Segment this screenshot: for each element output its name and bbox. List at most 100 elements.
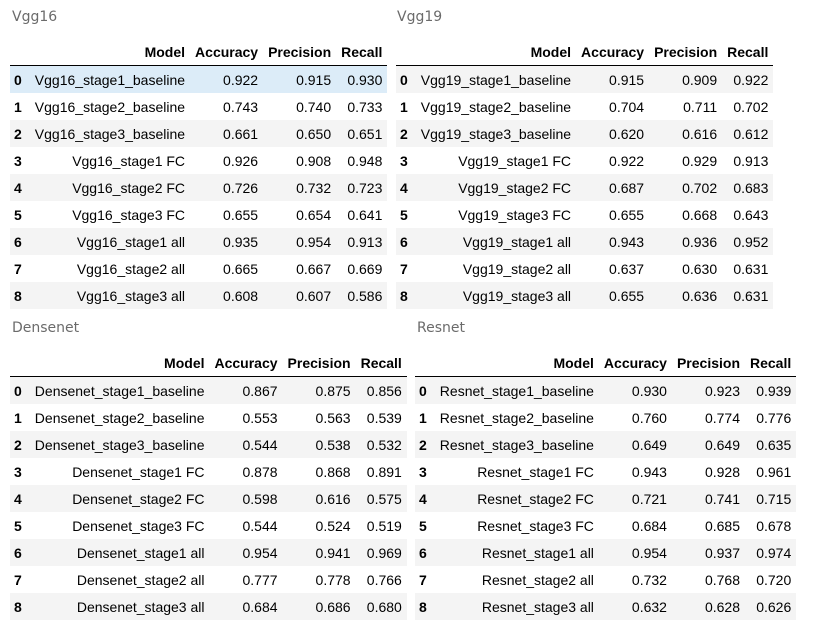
results-table-densenet: Model Accuracy Precision Recall 0 Densene… — [10, 350, 407, 620]
cell-recall: 0.891 — [366, 463, 402, 480]
cell-precision: 0.778 — [315, 571, 351, 588]
cell-accuracy: 0.544 — [242, 517, 278, 534]
cell-recall: 0.626 — [756, 598, 792, 615]
table-row: 5 Densenet_stage3 FC 0.544 0.524 0.519 — [10, 512, 407, 539]
cell-precision: 0.702 — [682, 179, 718, 196]
row-index: 8 — [419, 598, 427, 615]
row-index: 7 — [14, 571, 22, 588]
cell-recall: 0.631 — [733, 287, 769, 304]
cell-model: Resnet_stage3 all — [481, 598, 594, 615]
cell-model: Resnet_stage1 all — [481, 544, 594, 561]
row-index: 4 — [419, 490, 427, 507]
index-header — [10, 350, 30, 377]
cell-model: Vgg19_stage1_baseline — [420, 71, 572, 88]
cell-recall: 0.939 — [756, 382, 792, 399]
cell-model: Vgg16_stage2_baseline — [34, 98, 186, 115]
cell-model: Resnet_stage1 FC — [477, 463, 594, 480]
table-row: 3 Densenet_stage1 FC 0.878 0.868 0.891 — [10, 458, 407, 485]
table-row: 8 Densenet_stage3 all 0.684 0.686 0.680 — [10, 593, 407, 620]
results-table-vgg19: Model Accuracy Precision Recall 0 Vgg19_s… — [396, 39, 774, 309]
column-header-accuracy: Accuracy — [190, 39, 264, 66]
cell-recall: 0.913 — [347, 233, 383, 250]
cell-precision: 0.524 — [315, 517, 351, 534]
row-index: 0 — [14, 382, 22, 399]
column-header-model: Model — [29, 350, 210, 377]
cell-accuracy: 0.915 — [609, 71, 645, 88]
cell-model: Densenet_stage3 FC — [72, 517, 205, 534]
cell-precision: 0.908 — [296, 152, 332, 169]
cell-recall: 0.635 — [756, 436, 792, 453]
cell-model: Vgg16_stage2 FC — [72, 179, 186, 196]
column-header-recall: Recall — [722, 39, 774, 66]
cell-precision: 0.616 — [682, 125, 718, 142]
cell-recall: 0.974 — [756, 544, 792, 561]
table-row: 7 Resnet_stage2 all 0.732 0.768 0.720 — [415, 566, 797, 593]
row-index: 3 — [400, 152, 408, 169]
row-index: 2 — [419, 436, 427, 453]
column-header-precision: Precision — [649, 39, 723, 66]
cell-recall: 0.532 — [366, 436, 402, 453]
cell-model: Densenet_stage2_baseline — [34, 409, 205, 426]
cell-recall: 0.930 — [347, 71, 383, 88]
row-index: 2 — [400, 125, 408, 142]
cell-model: Vgg16_stage1 FC — [72, 152, 186, 169]
cell-accuracy: 0.922 — [609, 152, 645, 169]
cell-accuracy: 0.732 — [631, 571, 667, 588]
row-index: 8 — [14, 287, 22, 304]
cell-recall: 0.952 — [733, 233, 769, 250]
cell-precision: 0.915 — [296, 71, 332, 88]
cell-precision: 0.630 — [682, 260, 718, 277]
cell-model: Vgg19_stage1 FC — [458, 152, 572, 169]
column-header-accuracy: Accuracy — [598, 350, 672, 377]
cell-recall: 0.680 — [366, 598, 402, 615]
cell-accuracy: 0.661 — [223, 125, 259, 142]
table-row: 2 Resnet_stage3_baseline 0.649 0.649 0.635 — [415, 431, 797, 458]
table-row: 8 Vgg16_stage3 all 0.608 0.607 0.586 — [10, 282, 388, 309]
cell-precision: 0.616 — [315, 490, 351, 507]
cell-recall: 0.969 — [366, 544, 402, 561]
row-index: 8 — [400, 287, 408, 304]
cell-model: Densenet_stage1_baseline — [34, 382, 205, 399]
row-index: 6 — [14, 233, 22, 250]
table-row: 7 Vgg19_stage2 all 0.637 0.630 0.631 — [396, 255, 774, 282]
row-index: 4 — [14, 179, 22, 196]
cell-model: Vgg16_stage1 all — [76, 233, 186, 250]
cell-accuracy: 0.684 — [242, 598, 278, 615]
cell-recall: 0.856 — [366, 382, 402, 399]
cell-accuracy: 0.930 — [631, 382, 667, 399]
cell-accuracy: 0.867 — [242, 382, 278, 399]
cell-recall: 0.643 — [733, 206, 769, 223]
table-row: 5 Resnet_stage3 FC 0.684 0.685 0.678 — [415, 512, 797, 539]
row-index: 0 — [419, 382, 427, 399]
cell-recall: 0.539 — [366, 409, 402, 426]
cell-accuracy: 0.637 — [609, 260, 645, 277]
column-header-model: Model — [415, 39, 577, 66]
cell-precision: 0.636 — [682, 287, 718, 304]
cell-accuracy: 0.760 — [631, 409, 667, 426]
row-index: 5 — [14, 206, 22, 223]
column-header-accuracy: Accuracy — [576, 39, 650, 66]
table-caption-densenet: Densenet — [12, 320, 80, 336]
cell-recall: 0.715 — [756, 490, 792, 507]
row-index: 6 — [419, 544, 427, 561]
cell-model: Resnet_stage2 FC — [477, 490, 594, 507]
cell-recall: 0.723 — [347, 179, 383, 196]
index-header — [10, 39, 30, 66]
cell-recall: 0.961 — [756, 463, 792, 480]
cell-precision: 0.929 — [682, 152, 718, 169]
cell-recall: 0.641 — [347, 206, 383, 223]
cell-model: Vgg19_stage3 FC — [458, 206, 572, 223]
table-row: 8 Vgg19_stage3 all 0.655 0.636 0.631 — [396, 282, 774, 309]
row-index: 5 — [400, 206, 408, 223]
index-header — [415, 350, 435, 377]
cell-accuracy: 0.954 — [631, 544, 667, 561]
cell-recall: 0.948 — [347, 152, 383, 169]
row-index: 6 — [14, 544, 22, 561]
cell-model: Densenet_stage3 all — [76, 598, 205, 615]
table-row: 7 Vgg16_stage2 all 0.665 0.667 0.669 — [10, 255, 388, 282]
table-row: 5 Vgg16_stage3 FC 0.655 0.654 0.641 — [10, 201, 388, 228]
cell-model: Densenet_stage1 FC — [72, 463, 205, 480]
row-index: 5 — [419, 517, 427, 534]
cell-precision: 0.923 — [704, 382, 740, 399]
cell-precision: 0.649 — [704, 436, 740, 453]
